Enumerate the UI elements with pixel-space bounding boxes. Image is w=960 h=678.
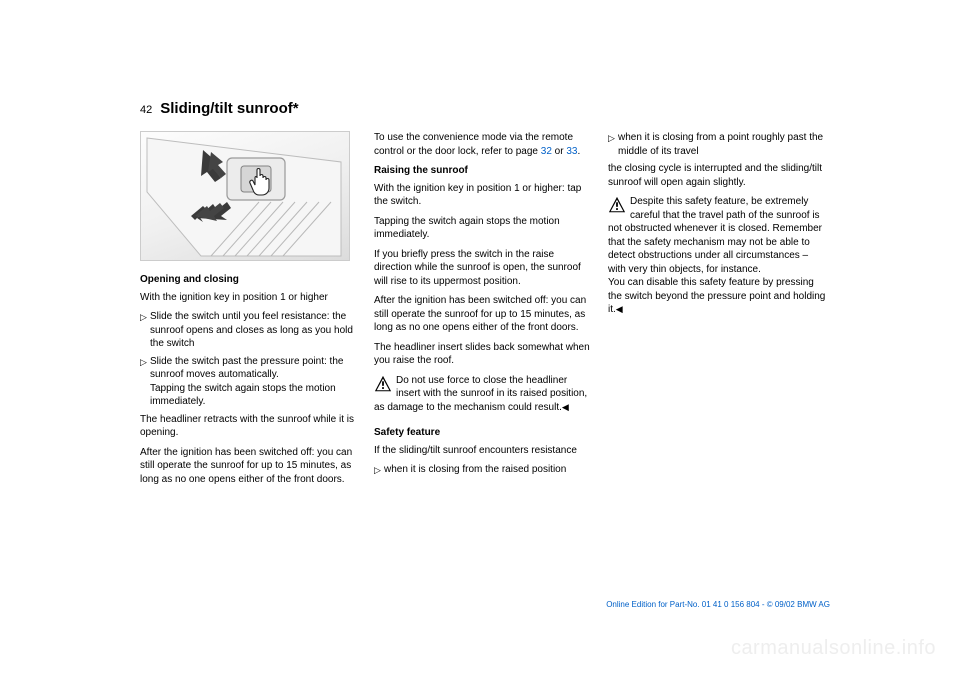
footer-edition: Online Edition for Part-No. 01 41 0 156 … bbox=[606, 600, 830, 609]
bullet-marker-icon: ▷ bbox=[608, 131, 618, 158]
warning-text: Do not use force to close the headliner … bbox=[374, 375, 587, 413]
columns: Opening and closing With the ignition ke… bbox=[140, 131, 830, 492]
page-link[interactable]: 33 bbox=[566, 146, 577, 157]
warning-triangle-icon bbox=[608, 196, 626, 214]
text-run: or bbox=[552, 146, 566, 157]
paragraph: The headliner retracts with the sunroof … bbox=[140, 413, 358, 440]
column-3: ▷ when it is closing from a point roughl… bbox=[608, 131, 826, 492]
paragraph: With the ignition key in position 1 or h… bbox=[374, 182, 592, 209]
paragraph: To use the convenience mode via the remo… bbox=[374, 131, 592, 158]
paragraph: After the ignition has been switched off… bbox=[140, 446, 358, 487]
warning-text: Despite this safety feature, be extremel… bbox=[608, 196, 822, 275]
manual-page: 42 Sliding/tilt sunroof* bbox=[140, 100, 830, 492]
bullet-text: Slide the switch past the pressure point… bbox=[150, 355, 358, 409]
section-heading-opening: Opening and closing bbox=[140, 273, 358, 287]
section-heading-raising: Raising the sunroof bbox=[374, 164, 592, 178]
column-1: Opening and closing With the ignition ke… bbox=[140, 131, 358, 492]
bullet-line: Tapping the switch again stops the motio… bbox=[150, 383, 336, 408]
sunroof-switch-illustration bbox=[140, 131, 350, 261]
section-heading-safety: Safety feature bbox=[374, 426, 592, 440]
bullet-text: when it is closing from a point roughly … bbox=[618, 131, 826, 158]
bullet-line: Slide the switch past the pressure point… bbox=[150, 356, 343, 381]
paragraph: the closing cycle is interrupted and the… bbox=[608, 162, 826, 189]
bullet-text: when it is closing from the raised posit… bbox=[384, 463, 592, 477]
page-link[interactable]: 32 bbox=[541, 146, 552, 157]
warning-block: Do not use force to close the headliner … bbox=[374, 374, 592, 415]
warning-block: Despite this safety feature, be extremel… bbox=[608, 195, 826, 317]
warning-text: You can disable this safety feature by p… bbox=[608, 277, 825, 315]
end-marker-icon: ◀ bbox=[562, 402, 569, 412]
paragraph: Tapping the switch again stops the motio… bbox=[374, 215, 592, 242]
end-marker-icon: ◀ bbox=[616, 304, 623, 314]
page-number: 42 bbox=[140, 104, 152, 116]
bullet-text: Slide the switch until you feel resistan… bbox=[150, 310, 358, 351]
paragraph: With the ignition key in position 1 or h… bbox=[140, 291, 358, 305]
bullet-item: ▷ when it is closing from the raised pos… bbox=[374, 463, 592, 477]
bullet-marker-icon: ▷ bbox=[140, 310, 150, 351]
text-run: . bbox=[577, 146, 580, 157]
paragraph: After the ignition has been switched off… bbox=[374, 294, 592, 335]
bullet-marker-icon: ▷ bbox=[140, 355, 150, 409]
bullet-item: ▷ when it is closing from a point roughl… bbox=[608, 131, 826, 158]
title-row: 42 Sliding/tilt sunroof* bbox=[140, 100, 830, 117]
paragraph: If you briefly press the switch in the r… bbox=[374, 248, 592, 289]
watermark: carmanualsonline.info bbox=[731, 637, 936, 660]
column-2: To use the convenience mode via the remo… bbox=[374, 131, 592, 492]
warning-triangle-icon bbox=[374, 375, 392, 393]
bullet-marker-icon: ▷ bbox=[374, 463, 384, 477]
page-title: Sliding/tilt sunroof* bbox=[160, 100, 298, 117]
bullet-item: ▷ Slide the switch past the pressure poi… bbox=[140, 355, 358, 409]
bullet-item: ▷ Slide the switch until you feel resist… bbox=[140, 310, 358, 351]
paragraph: If the sliding/tilt sunroof encounters r… bbox=[374, 444, 592, 458]
paragraph: The headliner insert slides back somewha… bbox=[374, 341, 592, 368]
